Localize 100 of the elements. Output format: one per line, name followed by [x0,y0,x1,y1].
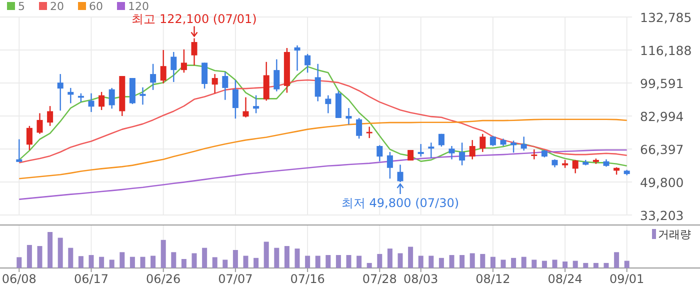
bar [315,256,320,268]
y-tick-label: 66,397 [640,142,684,157]
bar [120,252,125,268]
candlestick [459,142,466,166]
candlestick [531,148,538,160]
bar [428,256,434,268]
bar [500,260,506,268]
y-tick-label: 132,785 [640,10,692,25]
candlestick [88,92,94,113]
bar [109,260,114,268]
candlestick [253,94,260,114]
bar [521,256,526,268]
bar [336,255,341,268]
candlestick [180,48,187,74]
bar [58,238,63,268]
bar [418,256,424,268]
x-tick-label: 07/07 [218,272,253,286]
candlestick [140,86,146,106]
bar [99,256,104,268]
candlestick [480,133,486,153]
bar [68,248,74,268]
x-tick-label: 08/24 [548,272,582,286]
annotation: 최고 122,100 (07/01) [132,12,257,26]
bar [572,260,578,268]
candlestick [448,145,455,160]
bar [78,256,84,268]
bar [294,248,300,268]
bar [438,258,444,268]
bar [305,256,310,268]
bar [160,240,166,268]
bar [232,250,238,268]
bar [614,252,620,268]
legend-label: 60 [89,0,103,13]
x-tick-label: 08/12 [476,272,510,286]
candlestick [274,58,280,92]
candlestick [98,91,105,111]
legend-label: 20 [50,0,64,13]
bar [449,255,454,268]
bar [212,257,218,268]
bar [202,248,208,268]
candlestick [294,44,300,72]
candlestick [397,164,404,183]
y-tick-label: 116,188 [640,43,692,58]
x-tick-label: 06/26 [146,272,181,286]
bar [243,256,248,268]
candlestick [202,62,208,90]
y-tick-label: 33,203 [640,208,684,223]
bar [583,262,588,268]
candlestick [16,138,22,163]
candlestick [325,94,332,114]
bar [37,246,42,268]
candlestick [160,49,166,84]
bar [284,246,290,268]
candlestick [572,159,578,174]
bar [387,248,392,268]
annotation: 최저 49,800 (07/30) [341,196,460,210]
bar [366,262,372,268]
bar [346,255,352,268]
candlestick [36,112,43,134]
bar [192,253,197,268]
candlestick [314,63,321,102]
x-tick-label: 06/08 [2,272,36,286]
bar [460,255,465,268]
bar [88,255,94,268]
line-series [18,118,628,180]
bar [222,260,228,268]
bar [532,260,537,268]
y-tick-label: 49,800 [640,175,684,190]
bar [26,244,32,268]
bar [326,255,331,268]
bar [264,242,269,268]
bar [140,256,146,268]
bar [593,262,598,268]
candlestick [222,71,228,100]
candlestick [438,133,444,148]
candlestick [366,126,372,139]
candlestick [68,87,74,104]
bar [490,256,496,268]
bar [552,260,558,268]
y-tick-label: 99,591 [640,76,684,91]
bar [511,258,516,268]
bar [16,257,22,268]
candlestick [510,140,517,154]
bar [274,248,280,268]
candlestick [57,73,64,112]
candlestick [170,51,177,83]
x-tick-label: 07/16 [290,272,325,286]
bar [562,262,568,268]
bar [150,256,156,268]
bar [48,232,53,268]
bar [480,254,486,268]
bar [171,252,176,268]
bar [624,260,630,268]
candlestick [150,63,156,91]
candlestick [232,79,238,120]
x-tick-label: 08/03 [404,272,438,286]
x-tick-label: 07/28 [362,272,397,286]
bar [254,258,259,268]
candlestick [108,87,115,110]
candlestick [212,73,218,94]
